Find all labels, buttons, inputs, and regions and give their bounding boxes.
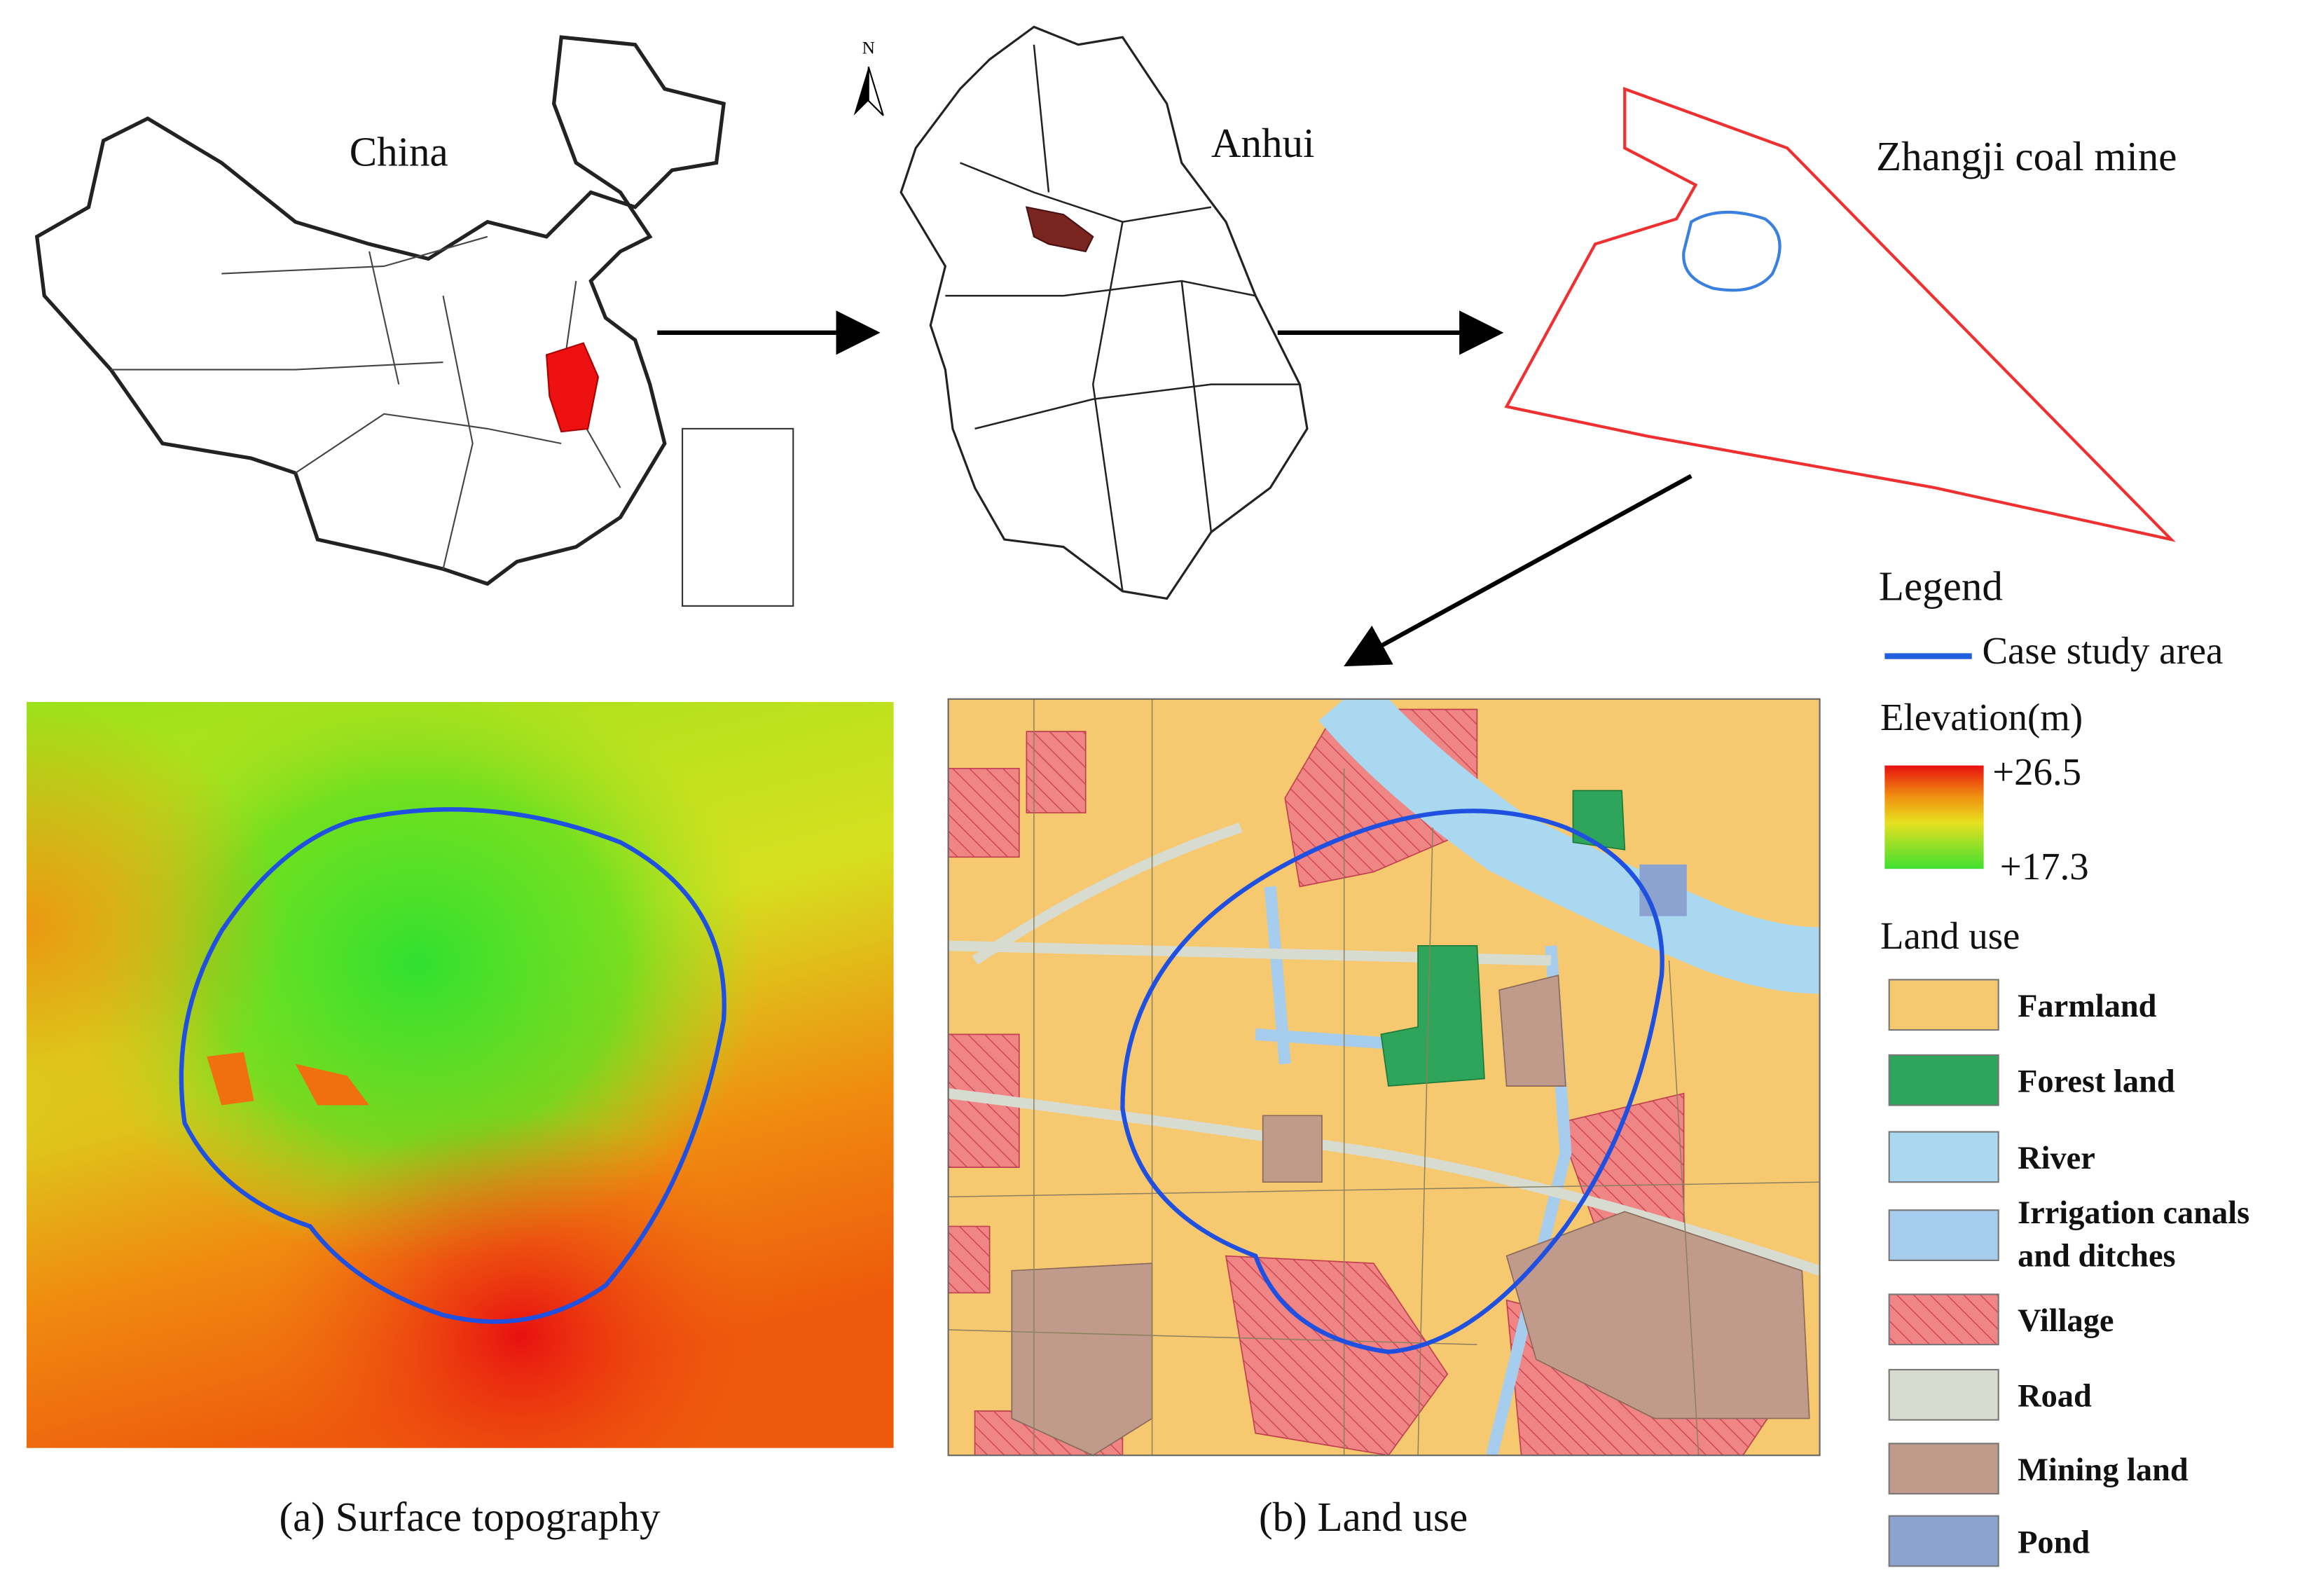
legend-swatch	[1888, 1515, 1999, 1567]
mine-boundary	[1504, 86, 2176, 542]
mine-label: Zhangji coal mine	[1876, 133, 2177, 179]
case-study-outline	[1120, 809, 1664, 1354]
forest-land	[1380, 790, 1626, 1087]
north-arrow-right	[867, 67, 884, 116]
caption-a: (a) Surface topography	[279, 1494, 661, 1540]
city-borders	[945, 44, 1300, 592]
anhui-highlight	[546, 342, 600, 433]
north-arrow-left	[853, 67, 869, 116]
legend-swatch	[1888, 1054, 1999, 1106]
land-use-clip	[948, 699, 1820, 1456]
land-use-frame	[947, 698, 1821, 1457]
legend-label: Village	[2018, 1303, 2114, 1339]
land-use-map: (b) Land use	[947, 698, 1821, 1540]
elevation-title: Elevation(m)	[1880, 696, 2083, 738]
topo-spots	[207, 1052, 370, 1106]
caption-b: (b) Land use	[1259, 1494, 1468, 1540]
land-use-title: Land use	[1880, 914, 2020, 957]
case-study-outline	[1682, 210, 1781, 292]
topo-left	[26, 701, 894, 1448]
elevation-min: +17.3	[2000, 845, 2089, 888]
elevation-max: +26.5	[1992, 750, 2081, 793]
river	[1318, 699, 1820, 994]
inset	[682, 427, 794, 607]
china-label: China	[350, 129, 448, 175]
legend-title: Legend	[1879, 563, 2003, 609]
mine-map: Zhangji coal mine	[1504, 86, 2177, 542]
topography-map: (a) Surface topography	[26, 701, 894, 1540]
legend: Legend Case study area Elevation(m) +26.…	[1879, 563, 2249, 1567]
legend-swatch	[1888, 1443, 1999, 1495]
legend-label: and ditches	[2018, 1238, 2175, 1274]
legend-label: Pond	[2018, 1525, 2090, 1560]
arrow	[1344, 474, 1693, 667]
anhui-outline	[899, 25, 1309, 600]
land-use-items: Farmland Forest land River Irrigation canal…	[1888, 979, 2249, 1567]
anhui-label: Anhui	[1211, 120, 1315, 166]
legend-label: Farmland	[2018, 989, 2157, 1024]
case-study-outline	[179, 807, 726, 1324]
legend-swatch	[1888, 1368, 1999, 1421]
north-label: N	[862, 38, 875, 57]
legend-swatch	[1888, 1293, 1999, 1346]
anhui-map: Anhui	[899, 25, 1315, 600]
legend-swatch	[1888, 1209, 1999, 1261]
parcel-lines	[948, 699, 1820, 1456]
china-map: China	[34, 35, 794, 607]
legend-swatch	[1888, 979, 1999, 1031]
china-outline	[34, 35, 726, 586]
province-borders	[111, 235, 621, 570]
legend-swatch	[1888, 1131, 1999, 1183]
zhangji-highlight	[1025, 206, 1094, 253]
legend-label: Mining land	[2018, 1452, 2189, 1488]
legend-label: River	[2018, 1141, 2095, 1176]
mining-land	[1011, 974, 1810, 1456]
legend-label: Irrigation canals	[2018, 1195, 2249, 1231]
north-arrow: N	[853, 38, 884, 116]
case-study-label: Case study area	[1982, 629, 2223, 672]
pond	[1639, 864, 1687, 916]
legend-label: Road	[2018, 1379, 2092, 1415]
elevation-ramp	[1884, 765, 1984, 869]
legend-label: Forest land	[2018, 1064, 2175, 1100]
